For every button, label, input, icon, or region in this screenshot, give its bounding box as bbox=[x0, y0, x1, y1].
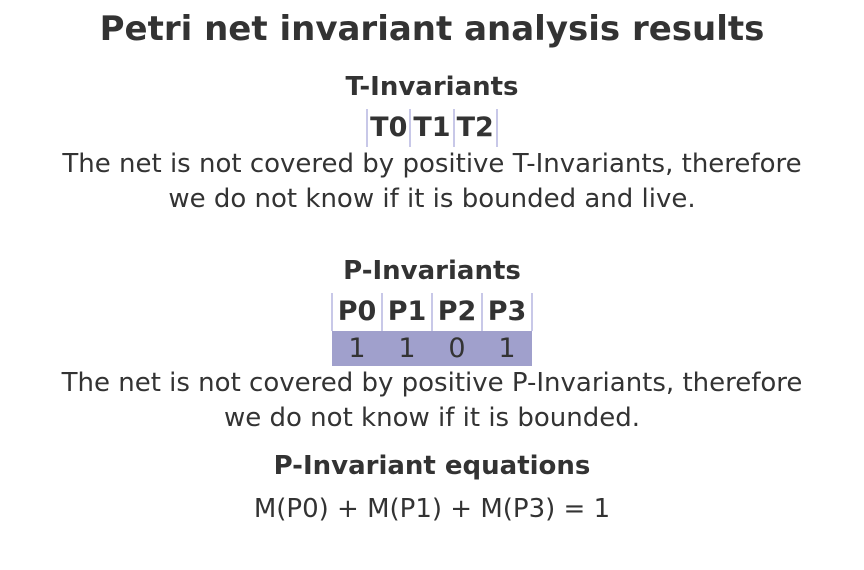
p-column-header: P1 bbox=[381, 293, 433, 331]
p-note-line: The net is not covered by positive P-Inv… bbox=[61, 368, 803, 398]
p-invariant-cell: 1 bbox=[382, 331, 432, 366]
p-invariants-heading: P-Invariants bbox=[343, 256, 521, 286]
t-column-header: T0 bbox=[366, 109, 412, 147]
t-column-header: T1 bbox=[409, 109, 455, 147]
equations-heading: P-Invariant equations bbox=[273, 451, 591, 481]
equation-line: M(P0) + M(P1) + M(P3) = 1 bbox=[253, 494, 611, 524]
page-title: Petri net invariant analysis results bbox=[99, 9, 765, 49]
p-invariant-cell: 1 bbox=[482, 331, 532, 366]
p-invariant-cell: 1 bbox=[332, 331, 382, 366]
p-column-header: P2 bbox=[431, 293, 483, 331]
table-row: 1 1 0 1 bbox=[332, 331, 532, 366]
p-note-line: we do not know if it is bounded. bbox=[223, 403, 640, 433]
p-invariants-note: The net is not covered by positive P-Inv… bbox=[0, 366, 864, 436]
t-note-line: we do not know if it is bounded and live… bbox=[168, 184, 696, 214]
t-column-header: T2 bbox=[452, 109, 498, 147]
p-invariant-cell: 0 bbox=[432, 331, 482, 366]
t-invariants-heading: T-Invariants bbox=[345, 72, 519, 102]
t-invariants-table: T0 T1 T2 bbox=[366, 109, 498, 147]
t-invariants-note: The net is not covered by positive T-Inv… bbox=[0, 147, 864, 217]
p-column-header: P0 bbox=[331, 293, 383, 331]
t-note-line: The net is not covered by positive T-Inv… bbox=[62, 149, 802, 179]
p-column-header: P3 bbox=[481, 293, 533, 331]
p-invariants-table: P0 P1 P2 P3 1 1 0 1 bbox=[331, 293, 533, 366]
